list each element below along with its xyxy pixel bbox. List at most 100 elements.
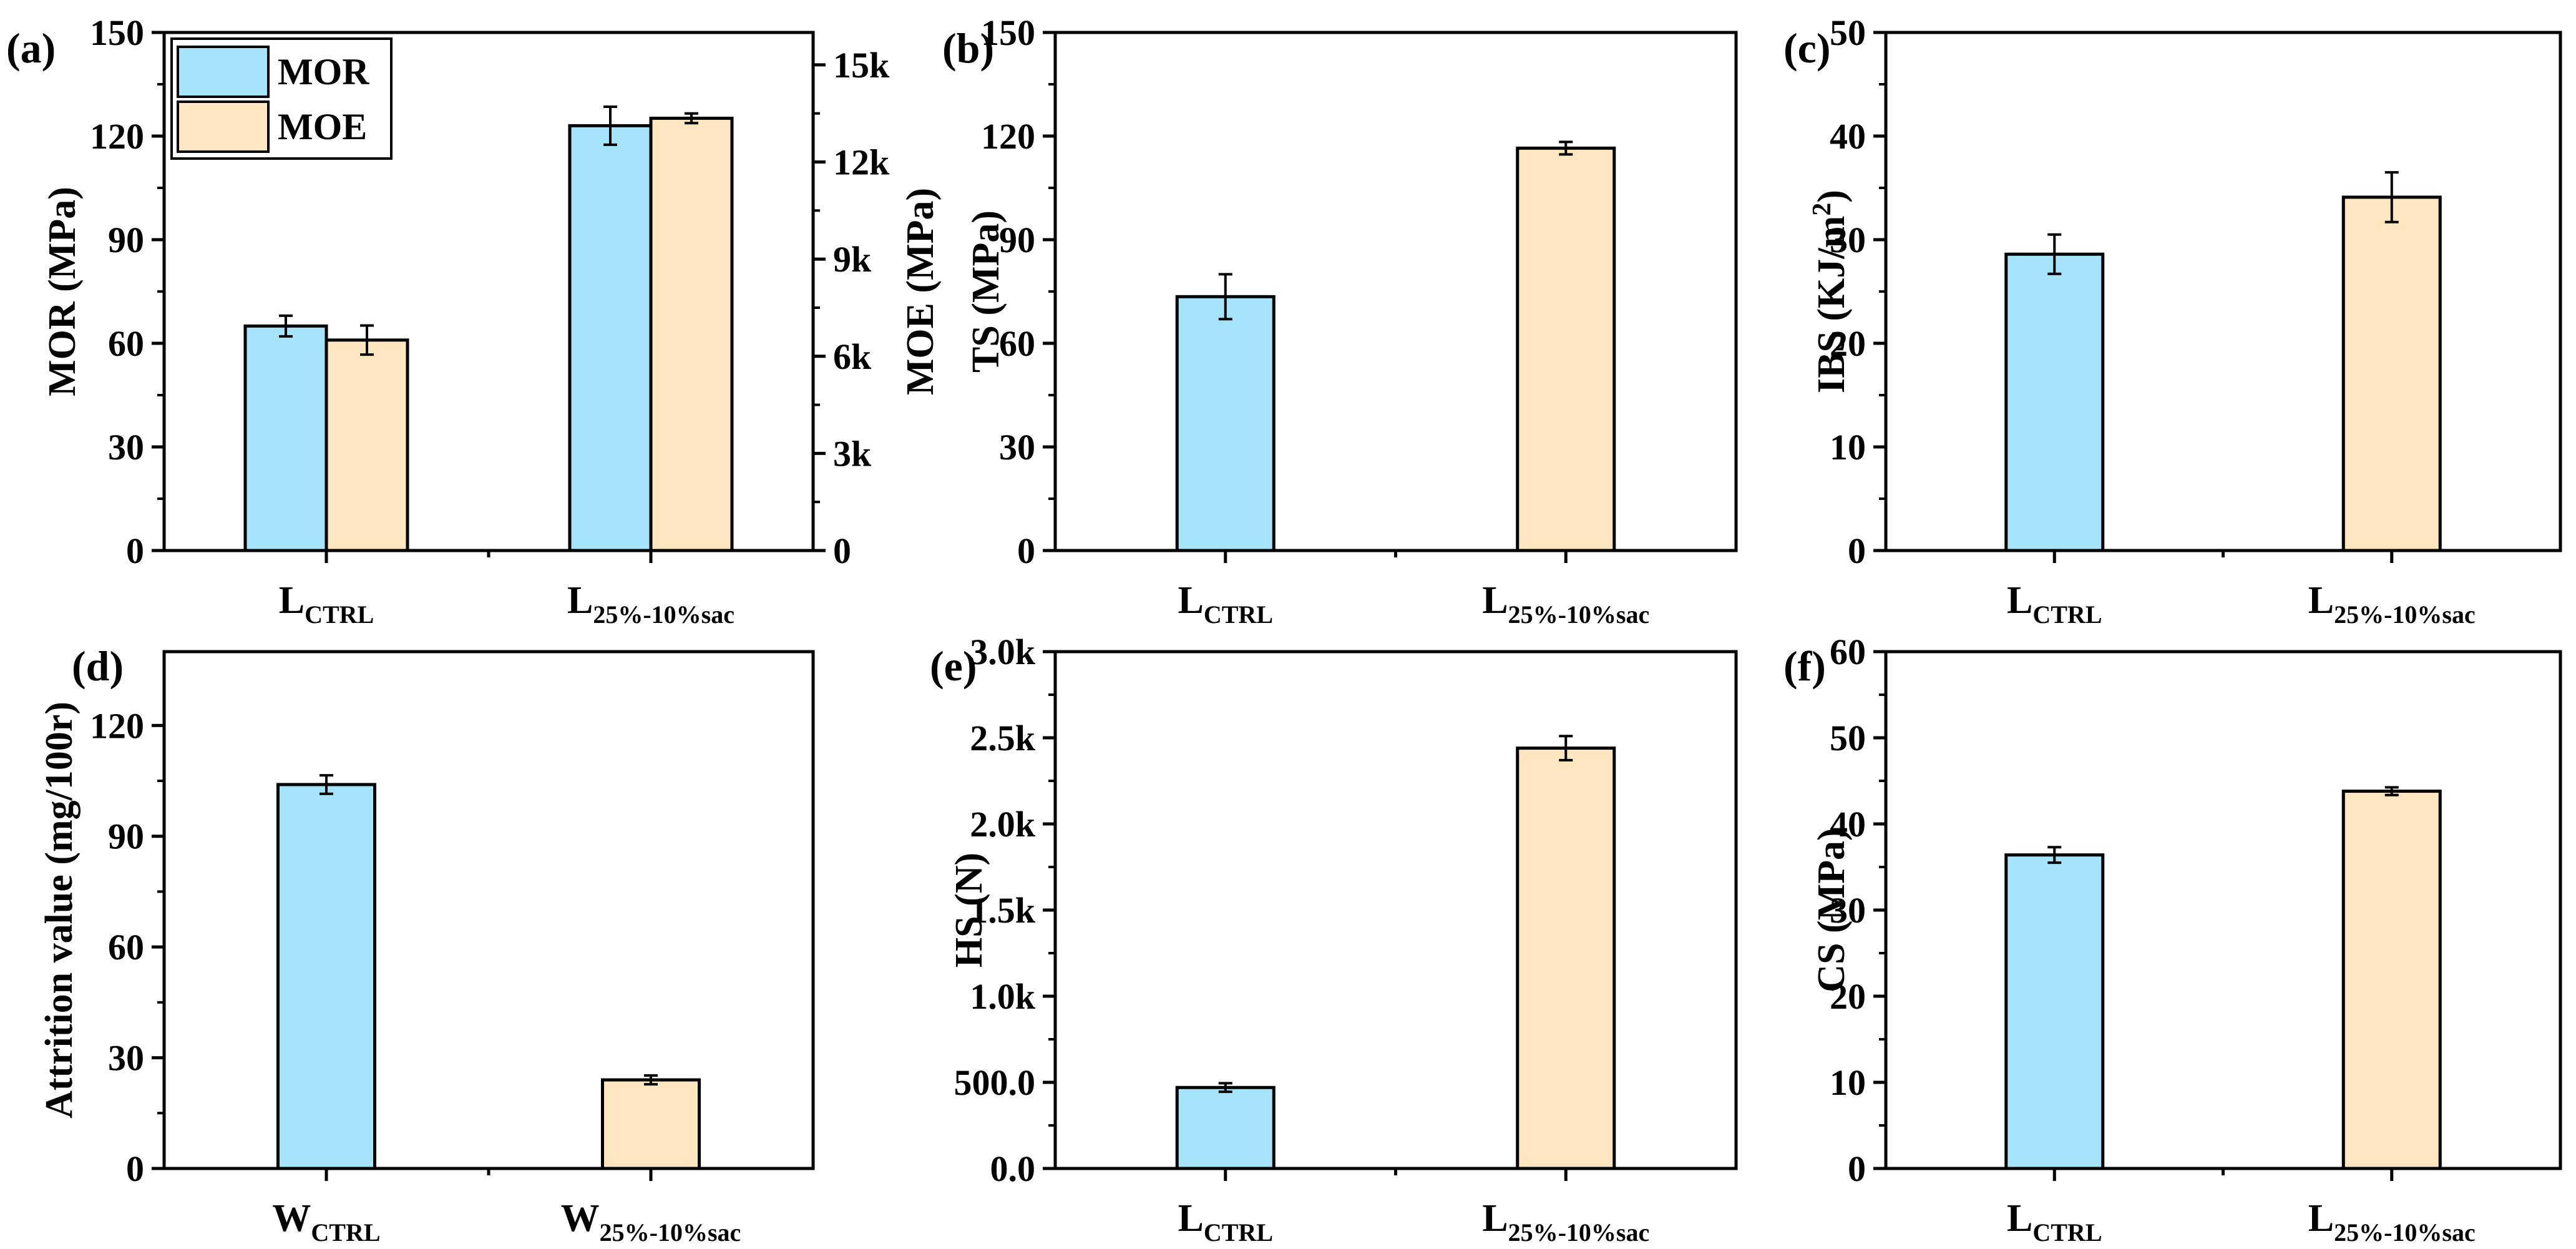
legend-label: MOR bbox=[278, 51, 369, 92]
y-tick-label: 30 bbox=[999, 427, 1035, 468]
bar-ctrl bbox=[276, 783, 376, 1170]
bar-treated bbox=[1516, 747, 1616, 1170]
y-tick-label: 60 bbox=[108, 927, 144, 967]
y-tick-label: 0 bbox=[126, 531, 144, 571]
y-tick-label: 10 bbox=[1830, 1062, 1866, 1103]
y2-tick-label: 0 bbox=[833, 531, 851, 571]
y-tick-label: 0 bbox=[1848, 1149, 1866, 1189]
y-tick-label: 50 bbox=[1830, 718, 1866, 758]
category-subscript: 25%-10%sac bbox=[1508, 1218, 1650, 1247]
y-tick-label: 60 bbox=[1830, 632, 1866, 672]
y-tick-label: 150 bbox=[981, 12, 1035, 53]
y-tick-label: 60 bbox=[108, 323, 144, 364]
y-tick-label: 60 bbox=[999, 323, 1035, 364]
y-tick-label: 120 bbox=[981, 116, 1035, 157]
y2-tick-label: 3k bbox=[833, 433, 872, 474]
y-axis-title: Attrition value (mg/100r) bbox=[38, 702, 80, 1119]
x-category-label: LCTRL bbox=[1178, 579, 1274, 629]
plot-frame bbox=[162, 650, 815, 1170]
y-tick-label: 500.0 bbox=[954, 1062, 1036, 1103]
x-category-label: L25%-10%sac bbox=[2308, 1197, 2476, 1247]
y-tick-label: 0 bbox=[126, 1149, 144, 1189]
y2-tick-label: 15k bbox=[833, 45, 890, 86]
y-axis-title: CS (MPa) bbox=[1810, 828, 1853, 992]
x-category-label: LCTRL bbox=[279, 579, 374, 629]
x-category-label: L25%-10%sac bbox=[2308, 579, 2476, 629]
bar-mor bbox=[568, 124, 653, 552]
category-subscript: 25%-10%sac bbox=[2334, 1218, 2476, 1247]
category-main: W bbox=[561, 1197, 600, 1240]
category-main: W bbox=[272, 1197, 311, 1240]
x-category-label: W25%-10%sac bbox=[561, 1197, 741, 1247]
bar-ctrl bbox=[1175, 295, 1276, 552]
y2-tick-label: 12k bbox=[833, 142, 890, 183]
plot-frame bbox=[1053, 31, 1738, 552]
y-tick-label: 150 bbox=[90, 12, 144, 53]
category-main: L bbox=[2308, 1197, 2334, 1240]
plot-frame bbox=[1884, 650, 2562, 1170]
x-category-label: LCTRL bbox=[1178, 1197, 1274, 1247]
y-axis-title-end: ) bbox=[1810, 190, 1853, 203]
y2-tick-label: 6k bbox=[833, 336, 872, 377]
y-tick-label: 30 bbox=[108, 427, 144, 468]
y-tick-label: 1.5k bbox=[970, 890, 1036, 931]
category-main: L bbox=[2308, 579, 2334, 622]
bar-moe bbox=[324, 338, 409, 552]
bar-ctrl bbox=[2004, 252, 2105, 552]
category-main: L bbox=[279, 579, 305, 622]
category-subscript: 25%-10%sac bbox=[600, 1218, 741, 1247]
y2-axis-title: MOE (MPa) bbox=[899, 188, 942, 395]
x-category-label: LCTRL bbox=[2007, 1197, 2102, 1247]
y-axis-title-text: CS (MPa) bbox=[1810, 828, 1853, 992]
category-main: L bbox=[1178, 1197, 1204, 1240]
y-axis-title: TS (MPa) bbox=[965, 210, 1007, 373]
panel-label: (f) bbox=[1783, 642, 1826, 690]
bar-treated bbox=[2341, 195, 2442, 552]
y-tick-label: 3.0k bbox=[970, 632, 1036, 672]
bar-treated bbox=[601, 1078, 701, 1170]
y2-tick-label: 9k bbox=[833, 239, 872, 280]
y-tick-label: 0 bbox=[1848, 531, 1866, 571]
x-category-label: L25%-10%sac bbox=[567, 579, 734, 629]
y-tick-label: 90 bbox=[108, 816, 144, 857]
y-tick-label: 20 bbox=[1830, 976, 1866, 1017]
category-main: L bbox=[2007, 579, 2032, 622]
bar-ctrl bbox=[2004, 853, 2105, 1170]
panel-label: (a) bbox=[6, 24, 56, 72]
category-subscript: CTRL bbox=[305, 600, 374, 629]
y-tick-label: 50 bbox=[1830, 12, 1866, 53]
y-tick-label: 1.0k bbox=[970, 976, 1036, 1017]
y-tick-label: 90 bbox=[108, 220, 144, 260]
y-tick-label: 0 bbox=[1017, 531, 1035, 571]
x-category-label: LCTRL bbox=[2007, 579, 2102, 629]
legend-swatch-mor bbox=[177, 46, 270, 98]
plot-frame bbox=[1053, 650, 1738, 1170]
panel-label: (e) bbox=[930, 642, 977, 690]
category-subscript: CTRL bbox=[2032, 600, 2102, 629]
y-tick-label: 30 bbox=[1830, 890, 1866, 931]
panel-a: 0 30 60 90 120 150 LCTRL L25%-10%sac MOR (MPa) (a… bbox=[6, 12, 942, 629]
panel-label: (b) bbox=[942, 24, 994, 72]
y-axis-title: HS (N) bbox=[948, 853, 990, 967]
y-tick-label: 90 bbox=[999, 220, 1035, 260]
y-tick-label: 120 bbox=[90, 116, 144, 157]
y-axis-title-text: Attrition value (mg/100r) bbox=[38, 702, 80, 1119]
bar-moe bbox=[649, 116, 734, 552]
y-tick-label: 30 bbox=[1830, 220, 1866, 260]
category-subscript: CTRL bbox=[311, 1218, 380, 1247]
bar-mor bbox=[243, 324, 328, 552]
bar-ctrl bbox=[1175, 1085, 1276, 1170]
category-subscript: 25%-10%sac bbox=[1508, 600, 1650, 629]
y-tick-label: 2.5k bbox=[970, 718, 1036, 758]
legend: MOR MOE bbox=[170, 37, 393, 160]
x-category-label: L25%-10%sac bbox=[1482, 1197, 1649, 1247]
y-axis-title-text: MOR (MPa) bbox=[41, 187, 84, 396]
category-main: L bbox=[1482, 1197, 1508, 1240]
y-tick-label: 2.0k bbox=[970, 804, 1036, 845]
y-tick-label: 40 bbox=[1830, 116, 1866, 157]
plot-frame bbox=[1884, 31, 2562, 552]
